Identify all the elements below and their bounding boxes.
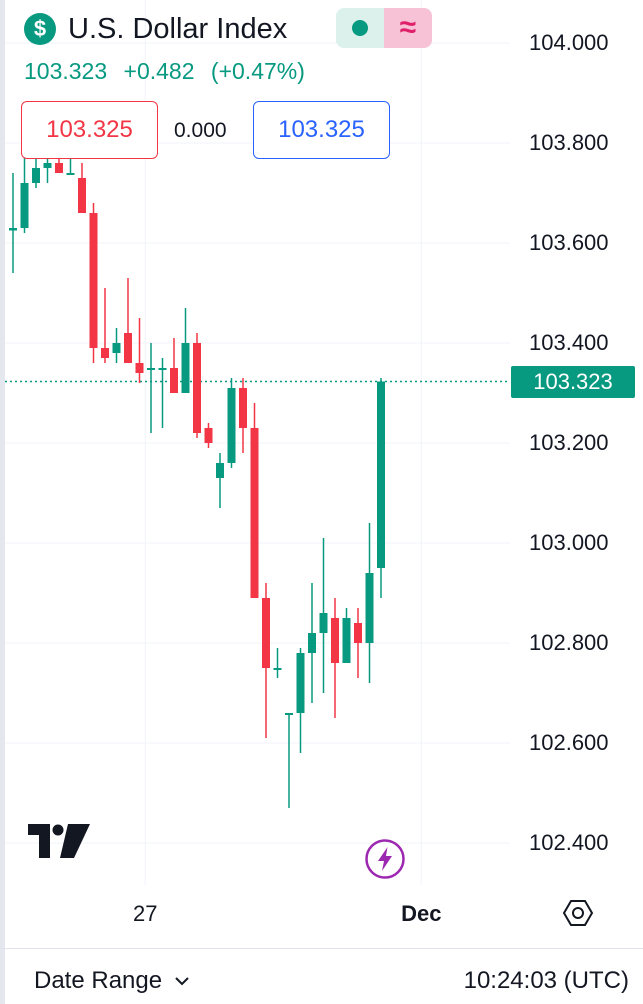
y-tick-label: 102.400	[529, 830, 609, 855]
candle-body	[262, 598, 270, 668]
y-tick-label: 103.000	[529, 530, 609, 555]
candle-body	[78, 178, 86, 213]
y-tick-label: 104.000	[529, 30, 609, 55]
candle	[66, 158, 75, 175]
symbol-name[interactable]: U.S. Dollar Index	[68, 12, 288, 45]
candle-body	[365, 573, 374, 643]
candle-body	[135, 363, 144, 373]
candle	[89, 203, 98, 363]
bottom-toolbar: Date Range 10:24:03 (UTC)	[0, 948, 643, 1004]
candle-body	[158, 368, 167, 370]
price-change-percent: (+0.47%)	[210, 58, 305, 84]
candle	[342, 608, 351, 663]
candle	[147, 343, 155, 433]
spread-value: 0.000	[174, 119, 227, 142]
y-tick-label: 102.800	[529, 630, 609, 655]
candle-body	[285, 713, 293, 715]
candle-body	[89, 213, 98, 348]
candle-body	[354, 623, 362, 643]
candle	[216, 453, 224, 508]
candle-body	[319, 613, 328, 633]
date-range-button[interactable]: Date Range	[34, 967, 190, 995]
candle	[273, 648, 282, 678]
candle-body	[124, 333, 132, 363]
candle-body	[66, 173, 75, 175]
candlestick-chart[interactable]	[0, 0, 643, 890]
candle	[239, 378, 247, 453]
candle-body	[20, 183, 29, 228]
market-open-dot-icon	[336, 8, 384, 48]
candle	[308, 583, 316, 703]
candle	[354, 608, 362, 678]
candle	[135, 318, 144, 383]
candle	[377, 378, 385, 598]
candle	[193, 333, 201, 438]
candle-body	[101, 348, 109, 358]
candle	[112, 328, 121, 363]
candle	[331, 598, 339, 718]
x-tick-label: Dec	[401, 901, 442, 926]
candle-body	[112, 343, 121, 353]
candle-body	[308, 633, 316, 653]
candle-body	[331, 618, 339, 663]
price-change-line: 103.323 +0.482 (+0.47%)	[24, 58, 315, 85]
candle	[204, 423, 213, 448]
dollar-sign-icon: $	[24, 13, 56, 45]
left-edge-strip	[0, 0, 5, 1004]
market-status-pill[interactable]: ≈	[336, 8, 432, 48]
candle-body	[377, 381, 385, 568]
last-price: 103.323	[24, 58, 108, 84]
candle	[101, 288, 109, 363]
candle	[9, 173, 17, 273]
tradingview-logo-icon	[28, 824, 90, 858]
candle-body	[32, 168, 40, 183]
candle	[170, 338, 178, 393]
buy-ask-box[interactable]: 103.325	[253, 101, 390, 159]
candle	[285, 713, 293, 808]
date-range-label: Date Range	[34, 967, 163, 994]
candle-body	[55, 163, 63, 173]
candle-body	[342, 618, 351, 663]
clock-timezone[interactable]: 10:24:03 (UTC)	[463, 967, 629, 994]
candle-body	[147, 368, 155, 370]
candle	[20, 153, 29, 233]
candle-series	[9, 143, 385, 808]
candle-body	[216, 463, 224, 478]
chart-settings-icon[interactable]	[562, 897, 594, 929]
candle-body	[193, 343, 201, 433]
x-tick-label: 27	[133, 901, 158, 926]
candle	[319, 538, 328, 693]
candle	[227, 378, 236, 468]
candle-body	[181, 343, 190, 393]
sell-bid-box[interactable]: 103.325	[21, 101, 158, 159]
chevron-down-icon	[175, 977, 189, 986]
candle-body	[9, 228, 17, 231]
candle	[296, 648, 305, 753]
candle	[78, 163, 86, 213]
price-change: +0.482	[123, 58, 195, 84]
last-price-badge: 103.323	[511, 366, 635, 398]
symbol-header[interactable]: $ U.S. Dollar Index	[24, 10, 287, 48]
candle	[365, 523, 374, 683]
lightning-bolt-icon[interactable]	[364, 838, 406, 880]
candle	[181, 308, 190, 393]
y-tick-label: 103.600	[529, 230, 609, 255]
candle-body	[43, 163, 52, 168]
y-tick-label: 102.600	[529, 730, 609, 755]
candle	[124, 278, 132, 363]
approx-icon: ≈	[384, 8, 432, 48]
candle-body	[250, 428, 259, 598]
candle	[262, 583, 270, 738]
candle-body	[227, 388, 236, 463]
y-tick-label: 103.200	[529, 430, 609, 455]
y-tick-label: 103.400	[529, 330, 609, 355]
candle	[250, 403, 259, 598]
candle-body	[170, 368, 178, 393]
candle	[158, 358, 167, 428]
candle-body	[204, 428, 213, 443]
y-tick-label: 103.800	[529, 130, 609, 155]
candle-body	[296, 653, 305, 713]
candle-body	[239, 388, 247, 428]
candle-body	[273, 668, 282, 670]
